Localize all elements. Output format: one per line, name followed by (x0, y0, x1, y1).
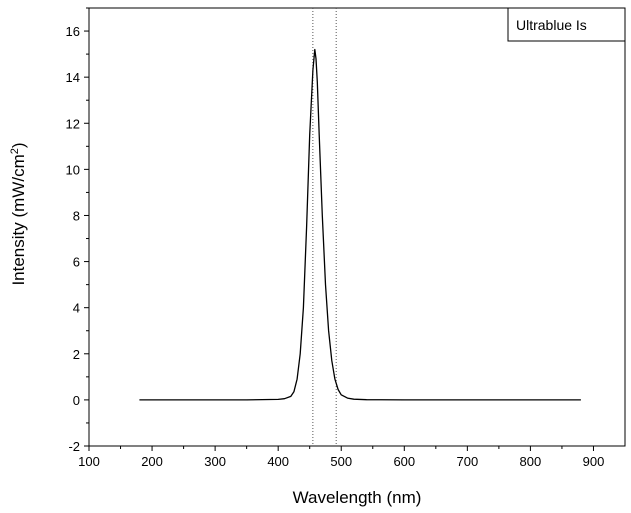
y-axis-title-tail: ) (9, 142, 28, 148)
x-tick-label: 500 (330, 454, 352, 469)
y-tick-label: 16 (66, 24, 80, 39)
y-axis-title-superscript: 2 (9, 148, 21, 154)
legend: Ultrablue Is (507, 7, 626, 42)
y-tick-label: 8 (73, 208, 80, 223)
y-tick-label: 12 (66, 116, 80, 131)
x-tick-label: 400 (267, 454, 289, 469)
x-tick-label: 800 (520, 454, 542, 469)
x-tick-label: 300 (204, 454, 226, 469)
y-tick-label: 0 (73, 393, 80, 408)
y-axis-ticks: -2 0 2 4 6 8 10 12 14 16 (66, 7, 89, 454)
y-tick-label: -2 (68, 439, 80, 454)
x-tick-label: 100 (78, 454, 100, 469)
y-tick-label: 6 (73, 255, 80, 270)
reference-lines (312, 8, 337, 446)
y-tick-label: 14 (66, 70, 80, 85)
x-axis-ticks: 100 200 300 400 500 600 700 800 900 (78, 446, 604, 469)
x-axis-title: Wavelength (nm) (293, 488, 422, 507)
y-tick-label: 10 (66, 162, 80, 177)
series-line (139, 48, 581, 401)
y-tick-label: 4 (73, 301, 80, 316)
y-axis-title: Intensity (mW/cm2) (9, 142, 28, 285)
x-tick-label: 900 (583, 454, 605, 469)
legend-entry-label: Ultrablue Is (516, 17, 587, 33)
x-tick-label: 600 (393, 454, 415, 469)
y-axis-title-main: Intensity (mW/cm (9, 154, 28, 285)
plot-frame (88, 7, 626, 447)
legend-box (507, 7, 626, 42)
series-layer (139, 48, 581, 401)
y-tick-label: 2 (73, 347, 80, 362)
x-tick-label: 200 (141, 454, 163, 469)
x-tick-label: 700 (457, 454, 479, 469)
